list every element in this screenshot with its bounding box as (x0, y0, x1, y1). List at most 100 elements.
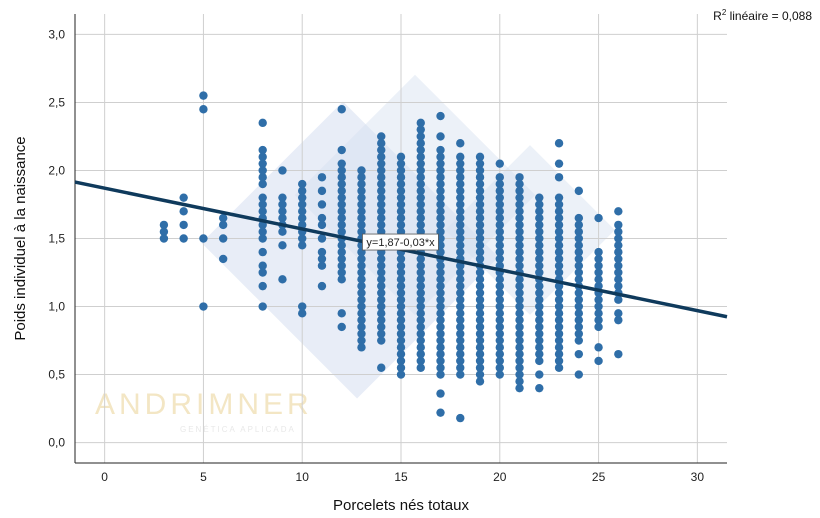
data-point (475, 152, 485, 162)
data-point (337, 179, 346, 189)
data-point (396, 295, 406, 304)
data-point (535, 356, 544, 366)
data-point (396, 159, 406, 168)
data-point (317, 186, 327, 196)
equation-label: y=1,87-0,03*x (366, 237, 435, 249)
data-point (475, 315, 485, 325)
data-point (554, 139, 564, 148)
data-point (179, 234, 188, 243)
data-point (456, 268, 465, 277)
data-point (495, 370, 504, 379)
data-point (535, 193, 544, 202)
data-point (554, 336, 564, 345)
data-point (515, 288, 524, 298)
data-point (495, 241, 504, 250)
data-point (298, 302, 307, 311)
data-point (377, 173, 386, 182)
data-point (515, 302, 524, 311)
data-point (515, 261, 524, 270)
data-point (456, 315, 465, 325)
data-point (396, 370, 406, 379)
data-point (317, 247, 327, 257)
data-point (535, 343, 544, 352)
data-point (535, 220, 544, 230)
data-point (396, 329, 406, 338)
data-point (535, 295, 544, 304)
data-point (515, 363, 524, 372)
data-point (377, 193, 386, 202)
data-point (456, 227, 465, 236)
data-point (377, 254, 386, 264)
data-point (436, 207, 445, 216)
data-point (515, 281, 524, 291)
data-point (436, 309, 445, 318)
data-point (574, 261, 584, 270)
data-point (258, 166, 267, 175)
data-point (614, 234, 623, 243)
x-tick-label: 30 (691, 470, 705, 484)
data-point (456, 213, 465, 223)
data-point (554, 322, 564, 332)
data-point (258, 227, 267, 236)
data-point (475, 173, 485, 182)
data-point (357, 261, 366, 270)
data-point (554, 254, 564, 264)
data-point (495, 363, 504, 372)
data-point (475, 227, 485, 236)
data-point (574, 315, 584, 325)
data-point (475, 275, 485, 284)
data-point (396, 288, 406, 298)
data-point (317, 281, 327, 291)
data-point (396, 254, 406, 264)
data-point (337, 220, 346, 230)
data-point (535, 383, 544, 393)
data-point (594, 247, 603, 257)
data-point (278, 193, 287, 202)
data-point (337, 275, 346, 284)
data-point (258, 247, 267, 257)
data-point (554, 213, 564, 223)
data-point (199, 234, 208, 243)
data-point (278, 200, 287, 209)
data-point (614, 227, 623, 236)
data-point (416, 152, 425, 162)
data-point (554, 295, 564, 304)
data-point (614, 220, 623, 230)
data-point (416, 343, 425, 352)
data-point (515, 220, 524, 230)
data-point (436, 193, 445, 202)
data-point (554, 193, 564, 202)
data-point (535, 309, 544, 318)
data-point (179, 193, 188, 202)
data-point (416, 309, 425, 318)
watermark-diamond (294, 74, 536, 316)
data-point (495, 275, 504, 284)
data-point (337, 241, 346, 250)
data-point (416, 275, 425, 284)
data-point (515, 377, 524, 386)
data-point (416, 145, 425, 155)
data-point (258, 234, 267, 243)
data-point (377, 302, 386, 311)
data-point (317, 213, 327, 223)
data-point (515, 349, 524, 359)
data-point (515, 322, 524, 332)
data-point (258, 145, 267, 155)
data-point (416, 363, 425, 372)
data-point (337, 268, 346, 277)
data-point (337, 254, 346, 264)
data-point (594, 322, 603, 332)
data-point (416, 322, 425, 332)
data-point (416, 356, 425, 366)
data-point (475, 343, 485, 352)
data-point (535, 370, 544, 379)
data-point (574, 220, 584, 230)
data-point (436, 213, 445, 223)
data-point (456, 275, 465, 284)
data-point (515, 213, 524, 223)
data-point (515, 370, 524, 379)
data-point (436, 363, 445, 372)
data-point (515, 356, 524, 366)
data-point (396, 179, 406, 189)
data-point (456, 139, 465, 148)
